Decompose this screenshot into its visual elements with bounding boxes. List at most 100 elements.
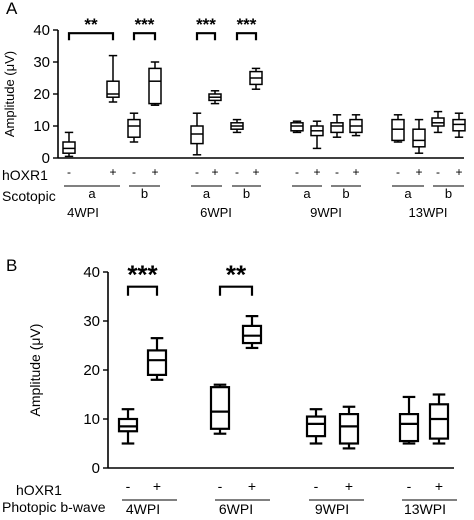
row-label-treatment: hOXR1 <box>16 482 62 498</box>
y-tick-label: 30 <box>33 54 50 71</box>
box-plot <box>146 337 168 381</box>
box-plot <box>190 112 204 156</box>
y-tick-label: 30 <box>83 313 100 330</box>
treatment-sign: - <box>235 165 239 179</box>
box-plot <box>398 395 420 445</box>
significance-bracket <box>235 32 258 41</box>
group-label: 6WPI <box>200 205 232 220</box>
subgroup-label: b <box>243 186 250 201</box>
box-body <box>209 386 231 430</box>
significance-bracket <box>218 285 254 296</box>
box-plot <box>209 383 231 435</box>
box-plot <box>349 114 363 137</box>
y-tick-label: 10 <box>83 411 100 428</box>
treatment-sign: + <box>248 478 256 494</box>
box-plot <box>310 120 324 150</box>
group-label: 9WPI <box>310 205 342 220</box>
box-body <box>290 122 304 132</box>
box-body <box>431 117 445 127</box>
treatment-sign: + <box>435 478 443 494</box>
treatment-sign: - <box>218 478 223 494</box>
treatment-sign: + <box>153 478 161 494</box>
treatment-sign: + <box>109 165 116 179</box>
y-axis-label: Amplitude (μV) <box>2 51 17 137</box>
group-label: 13WPI <box>408 205 447 220</box>
box-body <box>391 118 405 142</box>
treatment-sign: - <box>195 165 199 179</box>
box-body <box>452 118 466 132</box>
panel-label: B <box>6 256 17 275</box>
y-tick-label: 40 <box>83 264 100 281</box>
y-tick-label: 0 <box>92 460 100 477</box>
box-plot <box>241 315 263 350</box>
y-tick-label: 40 <box>33 22 50 39</box>
subgroup-label: a <box>203 186 211 201</box>
y-tick-label: 10 <box>33 118 50 135</box>
subgroup-label: a <box>88 186 96 201</box>
treatment-sign: - <box>132 165 136 179</box>
significance-label: *** <box>196 15 216 34</box>
box-plot <box>428 393 450 445</box>
box-plot <box>62 131 76 158</box>
box-plot <box>452 112 466 138</box>
y-tick-label: 20 <box>33 86 50 103</box>
row-label-condition: Scotopic <box>2 188 56 204</box>
group-label: 6WPI <box>219 501 253 517</box>
significance-label: ** <box>84 15 98 34</box>
row-label-condition: Photopic b-wave <box>2 499 106 515</box>
box-body <box>428 403 450 440</box>
treatment-sign: - <box>295 165 299 179</box>
box-plot <box>106 54 120 103</box>
treatment-sign: + <box>352 165 359 179</box>
treatment-sign: + <box>345 478 353 494</box>
treatment-sign: + <box>151 165 158 179</box>
significance-bracket <box>126 285 159 296</box>
box-body <box>148 67 162 105</box>
box-plot <box>148 61 162 106</box>
subgroup-label: b <box>342 186 349 201</box>
box-plot <box>305 408 327 445</box>
box-plot <box>117 408 139 445</box>
treatment-sign: - <box>396 165 400 179</box>
y-tick-label: 20 <box>83 362 100 379</box>
box-body <box>62 141 76 154</box>
significance-bracket <box>195 32 217 41</box>
box-body <box>305 415 327 438</box>
subgroup-label: a <box>404 186 412 201</box>
treatment-sign: - <box>407 478 412 494</box>
box-body <box>106 80 120 98</box>
box-body <box>338 413 360 445</box>
y-axis-label: Amplitude (μV) <box>27 324 43 417</box>
treatment-sign: - <box>67 165 71 179</box>
box-body <box>398 413 420 443</box>
treatment-sign: - <box>335 165 339 179</box>
subgroup-label: b <box>445 186 452 201</box>
significance-label: *** <box>135 15 155 34</box>
group-label: 9WPI <box>315 501 349 517</box>
box-plot <box>290 120 304 134</box>
box-body <box>127 118 141 138</box>
treatment-sign: + <box>415 165 422 179</box>
treatment-sign: + <box>313 165 320 179</box>
box-body <box>146 349 168 376</box>
treatment-sign: + <box>211 165 218 179</box>
significance-label: ** <box>226 260 247 290</box>
panel-label: A <box>6 0 18 18</box>
box-plot <box>431 110 445 134</box>
box-plot <box>208 90 222 105</box>
box-body <box>117 417 139 433</box>
group-label: 4WPI <box>126 501 160 517</box>
box-plot <box>230 118 244 134</box>
box-body <box>330 122 344 134</box>
subgroup-label: b <box>141 186 148 201</box>
significance-label: *** <box>237 15 257 34</box>
subgroup-label: a <box>303 186 311 201</box>
box-plot <box>391 114 405 143</box>
treatment-sign: + <box>455 165 462 179</box>
significance-label: *** <box>127 260 158 290</box>
significance-bracket <box>132 32 157 41</box>
box-plot <box>412 118 426 154</box>
